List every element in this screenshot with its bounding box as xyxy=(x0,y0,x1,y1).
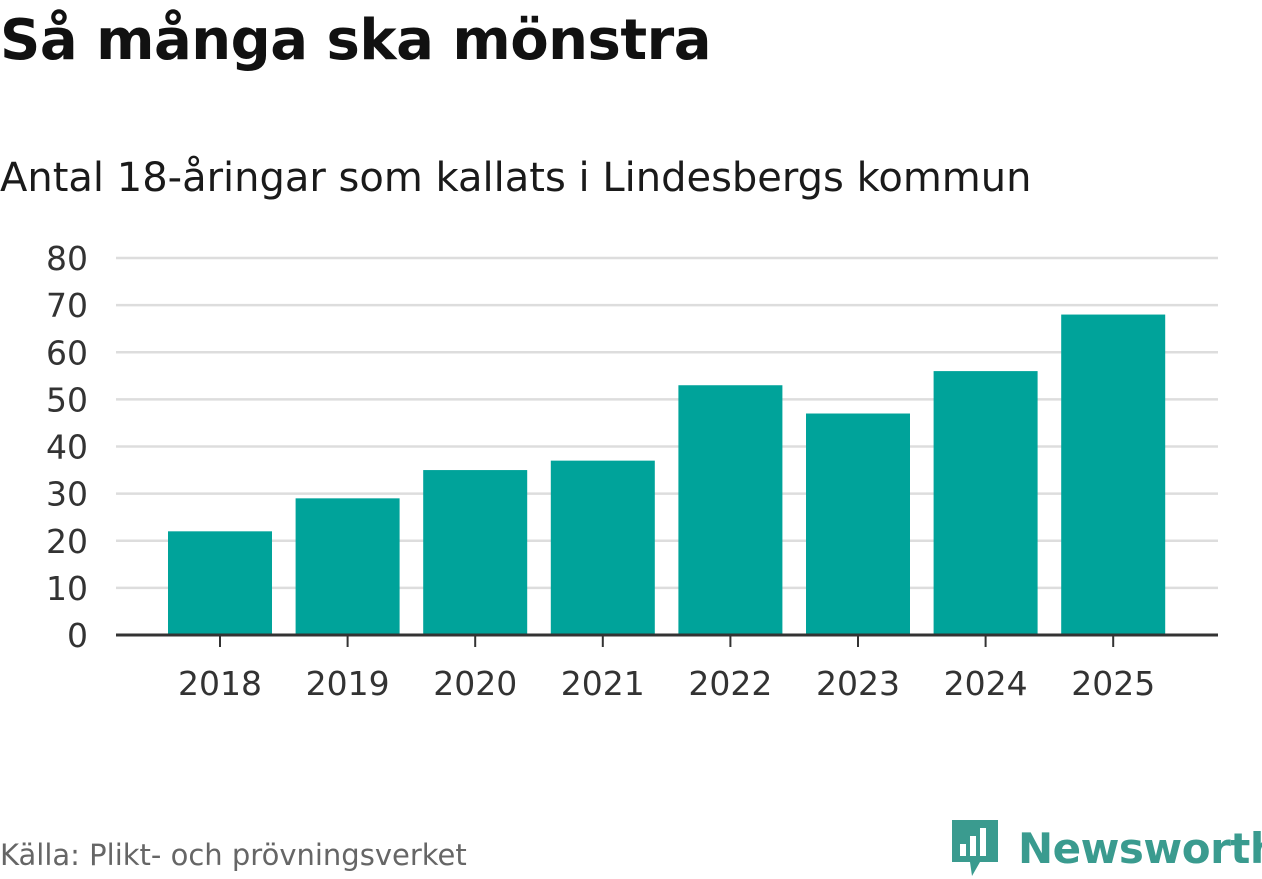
x-tick-label: 2025 xyxy=(1071,664,1155,703)
bar-2021 xyxy=(550,460,655,635)
y-tick-label: 60 xyxy=(46,333,88,372)
x-axis-ticks: 2018 2019 2020 2021 2022 2023 2024 2025 xyxy=(116,633,1218,703)
grid-lines xyxy=(116,256,1218,590)
bar-2020 xyxy=(423,470,528,635)
y-tick-label: 40 xyxy=(46,428,88,467)
newsworthy-logo: Newsworthy xyxy=(950,818,1262,878)
bar-2022 xyxy=(678,385,783,635)
y-tick-label: 50 xyxy=(46,380,88,419)
x-tick-label: 2022 xyxy=(688,664,772,703)
x-tick-label: 2019 xyxy=(306,664,390,703)
bar-2019 xyxy=(295,498,400,635)
y-tick-label: 0 xyxy=(67,616,88,655)
y-tick-label: 20 xyxy=(46,522,88,561)
x-tick-label: 2018 xyxy=(178,664,262,703)
bar-2025 xyxy=(1061,314,1166,635)
bars xyxy=(168,314,1166,635)
x-tick-label: 2021 xyxy=(561,664,645,703)
bar-2018 xyxy=(168,531,272,635)
x-tick-label: 2020 xyxy=(433,664,517,703)
y-tick-label: 30 xyxy=(46,475,88,514)
brand-name: Newsworthy xyxy=(1018,823,1262,873)
y-tick-label: 70 xyxy=(46,286,88,325)
chart-subtitle: Antal 18-åringar som kallats i Lindesber… xyxy=(0,155,1032,201)
x-tick-label: 2024 xyxy=(944,664,1028,703)
y-axis-ticks: 0 10 20 30 40 50 60 70 80 xyxy=(46,239,88,655)
source-note: Källa: Plikt- och prövningsverket xyxy=(0,838,467,872)
newsworthy-logo-icon xyxy=(952,820,998,876)
chart-title: Så många ska mönstra xyxy=(0,8,712,73)
y-tick-label: 10 xyxy=(46,569,88,608)
bar-2023 xyxy=(806,413,910,635)
bar-2024 xyxy=(933,371,1038,635)
x-tick-label: 2023 xyxy=(816,664,900,703)
y-tick-label: 80 xyxy=(46,239,88,278)
